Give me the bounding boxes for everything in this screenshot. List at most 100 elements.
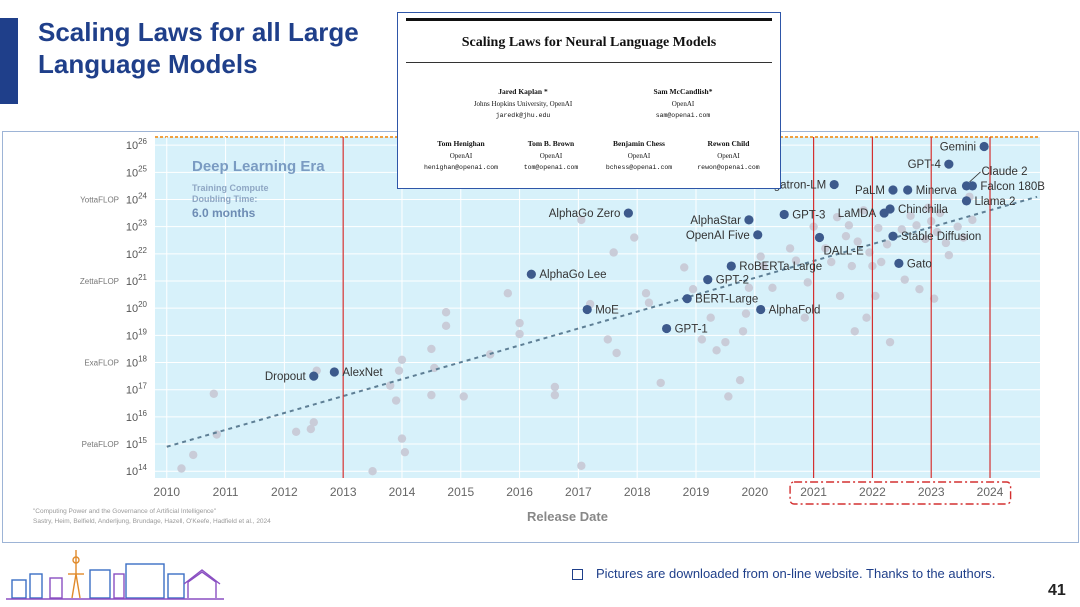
data-point — [912, 221, 921, 230]
data-point — [680, 263, 689, 272]
named-data-point — [661, 323, 672, 334]
data-point — [924, 203, 933, 212]
data-point — [953, 222, 962, 231]
point-label: Claude 2 — [981, 166, 1027, 178]
data-point — [212, 430, 221, 439]
slide-title-line-2: Language Models — [38, 49, 258, 79]
data-point — [915, 284, 924, 294]
author-name: Benjamin Chess — [613, 139, 665, 148]
point-label: Gemini — [940, 142, 976, 154]
y-named-tick-label: ZettaFLOP — [80, 277, 119, 286]
named-data-point — [753, 230, 763, 240]
y-named-tick-label: PetaFLOP — [82, 440, 119, 449]
y-tick-label: 1016 — [126, 409, 148, 424]
x-tick-label: 2022 — [859, 485, 886, 499]
data-point — [427, 390, 436, 400]
named-data-point — [756, 304, 766, 315]
y-tick-label: 1024 — [126, 191, 148, 206]
data-point — [603, 335, 612, 344]
title-accent-bar — [0, 18, 18, 104]
data-point — [929, 294, 939, 303]
y-tick-label: 1021 — [126, 273, 148, 288]
point-label: AlphaGo Zero — [549, 208, 621, 220]
chart-subtitle-line: Doubling Time: — [192, 194, 257, 204]
data-point — [865, 248, 874, 257]
point-label: AlphaGo Lee — [539, 269, 606, 281]
named-data-point — [967, 181, 977, 191]
y-tick-label: 1023 — [126, 219, 148, 234]
footer-note: Pictures are downloaded from on-line web… — [596, 566, 996, 581]
highlight-years-box — [789, 481, 1012, 505]
y-tick-label: 1014 — [126, 463, 148, 478]
point-label: Dropout — [265, 371, 307, 383]
x-tick-label: 2011 — [213, 485, 239, 499]
data-point — [850, 327, 859, 336]
data-point — [397, 355, 407, 365]
point-label: GPT-3 — [792, 209, 825, 221]
author-email: sam@openai.com — [655, 112, 711, 119]
data-point — [853, 237, 862, 246]
paper-author: Tom B. Brown OpenAI tom@openai.com — [511, 138, 591, 174]
data-point — [368, 467, 377, 476]
y-named-tick-label: ExaFLOP — [84, 359, 119, 368]
named-data-point — [309, 371, 319, 381]
data-point — [386, 381, 395, 390]
paper-author: Benjamin Chess OpenAI bchess@openai.com — [594, 138, 684, 174]
data-point — [577, 461, 586, 470]
author-affiliation: OpenAI — [671, 100, 695, 108]
point-label: AlphaStar — [690, 215, 741, 227]
named-data-point — [726, 261, 736, 271]
point-label: GPT-1 — [675, 324, 708, 336]
named-data-point — [944, 159, 954, 169]
data-point — [844, 221, 854, 230]
author-name: Tom B. Brown — [527, 139, 575, 148]
doubling-time-value: 6.0 months — [192, 206, 256, 220]
data-point — [706, 313, 715, 322]
y-named-tick-label: YottaFLOP — [80, 195, 119, 204]
data-point — [550, 390, 560, 400]
data-point — [941, 238, 951, 248]
author-email: rewon@openai.com — [697, 164, 760, 171]
x-tick-label: 2012 — [271, 485, 298, 499]
data-point — [515, 318, 524, 328]
y-tick-label: 1025 — [126, 164, 148, 179]
data-point — [756, 252, 765, 261]
y-tick-label: 1026 — [126, 137, 148, 152]
y-tick-label: 1022 — [126, 246, 148, 261]
named-data-point — [829, 179, 839, 190]
data-point — [459, 392, 468, 401]
data-point — [741, 309, 751, 318]
named-data-point — [703, 275, 713, 285]
data-point — [882, 240, 892, 249]
data-point — [724, 392, 733, 401]
point-label: GPT-4 — [908, 159, 942, 171]
data-point — [877, 257, 886, 267]
source-citation-line: Sastry, Heim, Belfield, Anderljung, Brun… — [33, 518, 271, 525]
author-email: bchess@openai.com — [605, 164, 673, 171]
point-label: PaLM — [855, 185, 885, 197]
data-point — [441, 308, 451, 317]
point-label: Llama 2 — [974, 196, 1015, 208]
point-label: OpenAI Five — [686, 230, 750, 242]
x-tick-label: 2014 — [389, 485, 416, 499]
data-point — [712, 346, 721, 355]
y-tick-label: 1017 — [126, 382, 148, 397]
data-point — [841, 231, 851, 241]
named-data-point — [979, 141, 989, 152]
city-skyline-logo — [6, 550, 224, 600]
point-label: RoBERTa Large — [739, 261, 822, 273]
data-point — [721, 337, 730, 347]
named-data-point — [885, 204, 895, 214]
data-point — [935, 208, 945, 218]
data-point — [744, 283, 754, 293]
point-label: AlexNet — [342, 367, 383, 379]
y-tick-label: 1015 — [126, 436, 148, 451]
data-point — [885, 337, 895, 347]
slide-title: Scaling Laws for all Large Language Mode… — [38, 16, 398, 80]
author-name: Rewon Child — [707, 139, 750, 148]
data-point — [735, 375, 745, 385]
named-data-point — [779, 209, 789, 220]
data-point — [897, 225, 907, 234]
data-point — [612, 348, 621, 358]
named-data-point — [814, 232, 825, 243]
